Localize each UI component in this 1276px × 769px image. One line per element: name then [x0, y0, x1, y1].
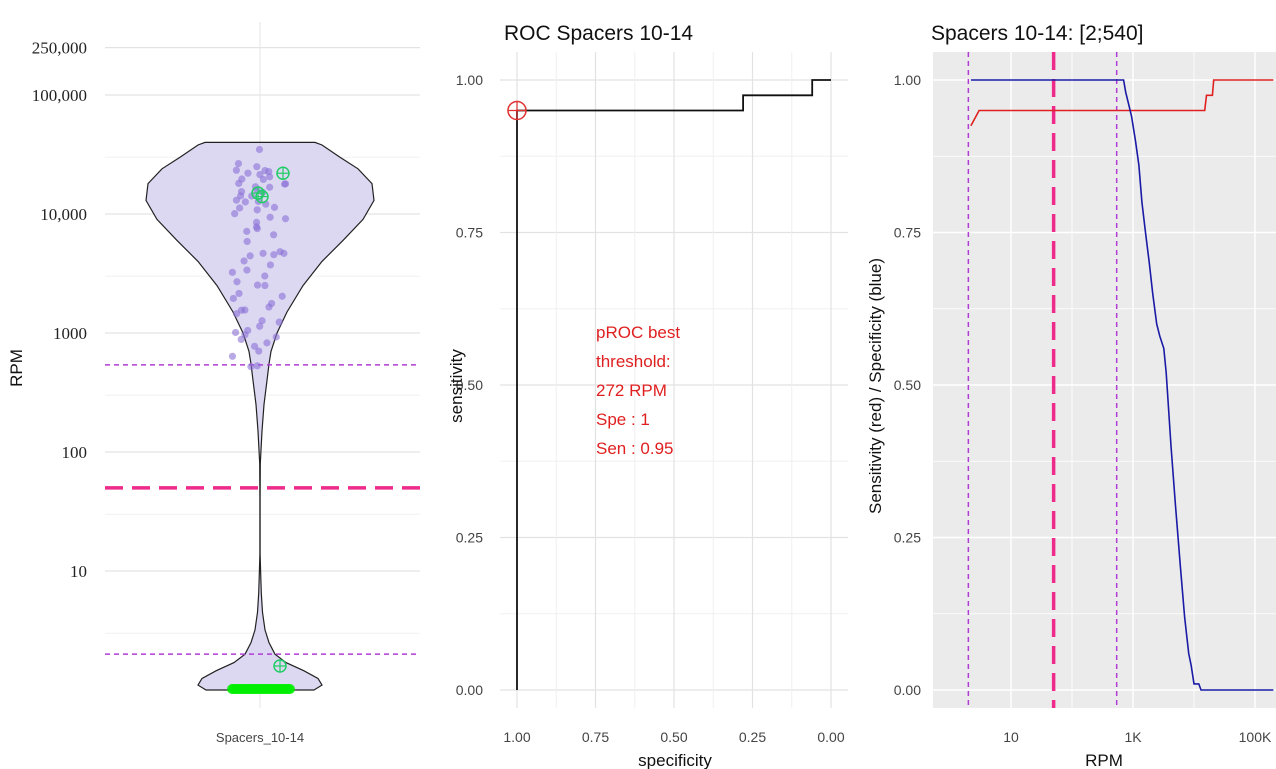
x-tick-label: 10	[1003, 729, 1019, 745]
y-tick-label: 0.25	[456, 530, 483, 546]
data-point	[258, 317, 266, 325]
data-point	[255, 347, 263, 355]
data-point	[261, 272, 269, 280]
data-point	[265, 303, 273, 311]
chart-title: ROC Spacers 10-14	[504, 22, 693, 45]
y-tick-label: 0.25	[894, 530, 921, 546]
data-point	[228, 268, 236, 276]
data-point	[263, 339, 271, 347]
y-tick-label: 0.75	[894, 225, 921, 241]
y-tick-label: 0.50	[894, 377, 921, 393]
y-tick-label: 250,000	[32, 39, 87, 58]
data-point	[253, 281, 262, 289]
data-point	[266, 183, 274, 191]
y-tick-label: 1000	[53, 324, 87, 343]
y-tick-label: 10,000	[40, 205, 87, 224]
x-tick-label: 1.00	[503, 729, 530, 745]
data-point	[253, 206, 261, 214]
x-tick-label: Spacers_10-14	[216, 730, 304, 745]
data-point	[235, 289, 243, 298]
x-tick-label: 0.50	[660, 729, 687, 745]
y-tick-label: 100,000	[32, 86, 87, 105]
data-point	[243, 227, 251, 235]
x-axis-title: RPM	[1085, 751, 1123, 769]
data-point	[241, 198, 249, 206]
data-point	[232, 166, 240, 174]
annotation-line: threshold:	[596, 352, 671, 371]
y-tick-label: 0.00	[456, 682, 483, 698]
data-point	[244, 169, 252, 177]
data-point	[231, 210, 239, 218]
y-tick-label: 0.50	[456, 377, 483, 393]
data-point	[253, 362, 261, 370]
annotation-line: 272 RPM	[596, 381, 667, 400]
data-point	[255, 145, 264, 154]
data-point	[240, 257, 248, 265]
y-axis-title: Sensitivity (red) / Specificity (blue)	[866, 258, 885, 514]
y-tick-label: 0.00	[894, 682, 921, 698]
y-tick-label: 10	[70, 562, 87, 581]
data-point	[266, 173, 274, 181]
x-tick-label: 1K	[1124, 729, 1142, 745]
x-tick-label: 0.75	[582, 729, 609, 745]
data-point	[231, 328, 240, 337]
data-point	[278, 292, 286, 300]
x-tick-label: 100K	[1239, 729, 1272, 745]
zero-point	[285, 684, 295, 694]
violin-panel: 250,000 100,000 10,000 1000 100 10 Spacers_10-…	[7, 22, 420, 745]
data-point	[228, 352, 237, 360]
data-point	[281, 180, 290, 188]
x-tick-label: 0.25	[739, 729, 766, 745]
y-tick-label: 0.75	[456, 225, 483, 241]
y-axis-title: sensitivity	[447, 349, 466, 423]
data-point	[266, 213, 274, 221]
annotation-line: Sen : 0.95	[596, 439, 674, 458]
data-point	[281, 215, 290, 223]
data-point	[243, 237, 251, 246]
data-point	[233, 278, 241, 286]
chart-title: Spacers 10-14: [2;540]	[931, 22, 1143, 45]
data-point	[236, 204, 244, 212]
data-point	[259, 175, 267, 184]
specificity-line	[970, 79, 1274, 691]
data-point	[266, 261, 275, 269]
data-point	[270, 203, 279, 211]
data-point	[247, 362, 255, 371]
data-point	[280, 249, 288, 257]
sensitivity-line	[970, 79, 1274, 127]
data-point	[232, 196, 241, 204]
data-point	[256, 322, 264, 330]
violin-shape	[145, 141, 375, 691]
data-point	[229, 294, 237, 303]
data-point	[253, 225, 261, 233]
y-tick-label: 1.00	[894, 72, 921, 88]
data-point	[234, 159, 243, 168]
data-point	[270, 251, 278, 259]
annotation-line: Spe : 1	[596, 410, 650, 429]
data-point	[237, 335, 245, 344]
data-point	[232, 310, 241, 318]
data-point	[259, 249, 267, 257]
data-point	[261, 281, 269, 290]
x-tick-label: 0.00	[817, 729, 844, 745]
annotation-line: pROC best	[596, 323, 680, 342]
roc-panel: pROC best threshold: 272 RPM Spe : 1 Sen : 0…	[447, 22, 848, 769]
y-tick-label: 100	[62, 443, 88, 462]
data-point	[275, 318, 283, 326]
data-point	[243, 266, 251, 274]
y-axis-title: RPM	[7, 349, 26, 387]
data-point	[250, 342, 259, 350]
plot-background	[933, 52, 1276, 708]
x-axis-title: specificity	[638, 751, 712, 769]
sensitivity-specificity-panel: 0.00 0.25 0.50 0.75 1.00 10 1K 100K Spacers 10-1…	[866, 22, 1276, 769]
data-point	[246, 252, 254, 260]
data-point	[253, 163, 261, 171]
data-point	[235, 179, 243, 187]
y-tick-label: 1.00	[456, 72, 483, 88]
data-point	[270, 231, 278, 239]
data-point	[272, 333, 280, 341]
